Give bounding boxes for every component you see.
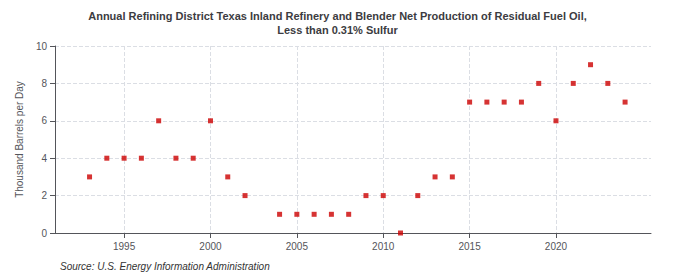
svg-text:8: 8 bbox=[41, 78, 47, 89]
svg-text:2010: 2010 bbox=[372, 241, 395, 252]
svg-text:2020: 2020 bbox=[545, 241, 568, 252]
svg-text:4: 4 bbox=[41, 153, 47, 164]
svg-text:Annual Refining District Texas: Annual Refining District Texas Inland Re… bbox=[88, 10, 587, 22]
svg-text:10: 10 bbox=[36, 41, 48, 52]
svg-text:6: 6 bbox=[41, 115, 47, 126]
svg-text:1995: 1995 bbox=[113, 241, 136, 252]
svg-text:Source: U.S. Energy Informatio: Source: U.S. Energy Information Administ… bbox=[60, 261, 270, 272]
svg-text:2005: 2005 bbox=[286, 241, 309, 252]
svg-text:Thousand Barrels per Day: Thousand Barrels per Day bbox=[14, 81, 25, 198]
svg-text:2015: 2015 bbox=[458, 241, 481, 252]
svg-text:2000: 2000 bbox=[199, 241, 222, 252]
svg-text:2: 2 bbox=[41, 190, 47, 201]
svg-text:Less than 0.31% Sulfur: Less than 0.31% Sulfur bbox=[277, 24, 398, 36]
svg-text:0: 0 bbox=[41, 228, 47, 239]
